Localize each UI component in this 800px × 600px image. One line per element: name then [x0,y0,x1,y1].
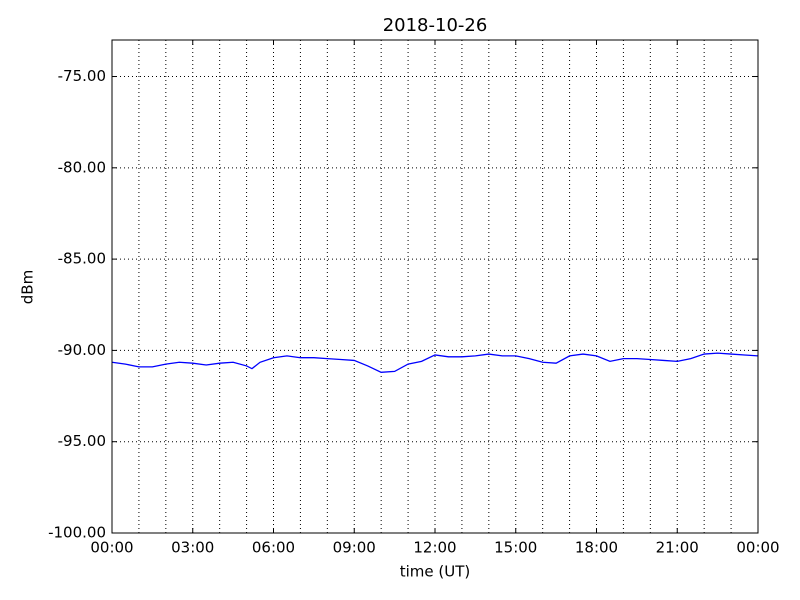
plot-frame [111,39,759,534]
x-tick-label: 09:00 [333,539,376,557]
y-tick-label: -75.00 [58,67,106,85]
x-tick-label: 18:00 [575,539,618,557]
y-tick-label: -100.00 [48,524,106,542]
chart-title: 2018-10-26 [383,15,488,36]
y-tick-label: -80.00 [58,158,106,176]
data-line [111,352,759,373]
x-axis-label: time (UT) [400,563,471,581]
y-tick-label: -85.00 [58,250,106,268]
x-tick-label: 03:00 [171,539,214,557]
x-tick-label: 00:00 [736,539,779,557]
x-tick-label: 06:00 [252,539,295,557]
x-tick-label: 00:00 [90,539,133,557]
y-tick-label: -90.00 [58,341,106,359]
x-tick-label: 15:00 [494,539,537,557]
x-tick-label: 12:00 [413,539,456,557]
y-axis-label: dBm [19,270,37,304]
x-tick-label: 21:00 [656,539,699,557]
y-tick-label: -95.00 [58,432,106,450]
